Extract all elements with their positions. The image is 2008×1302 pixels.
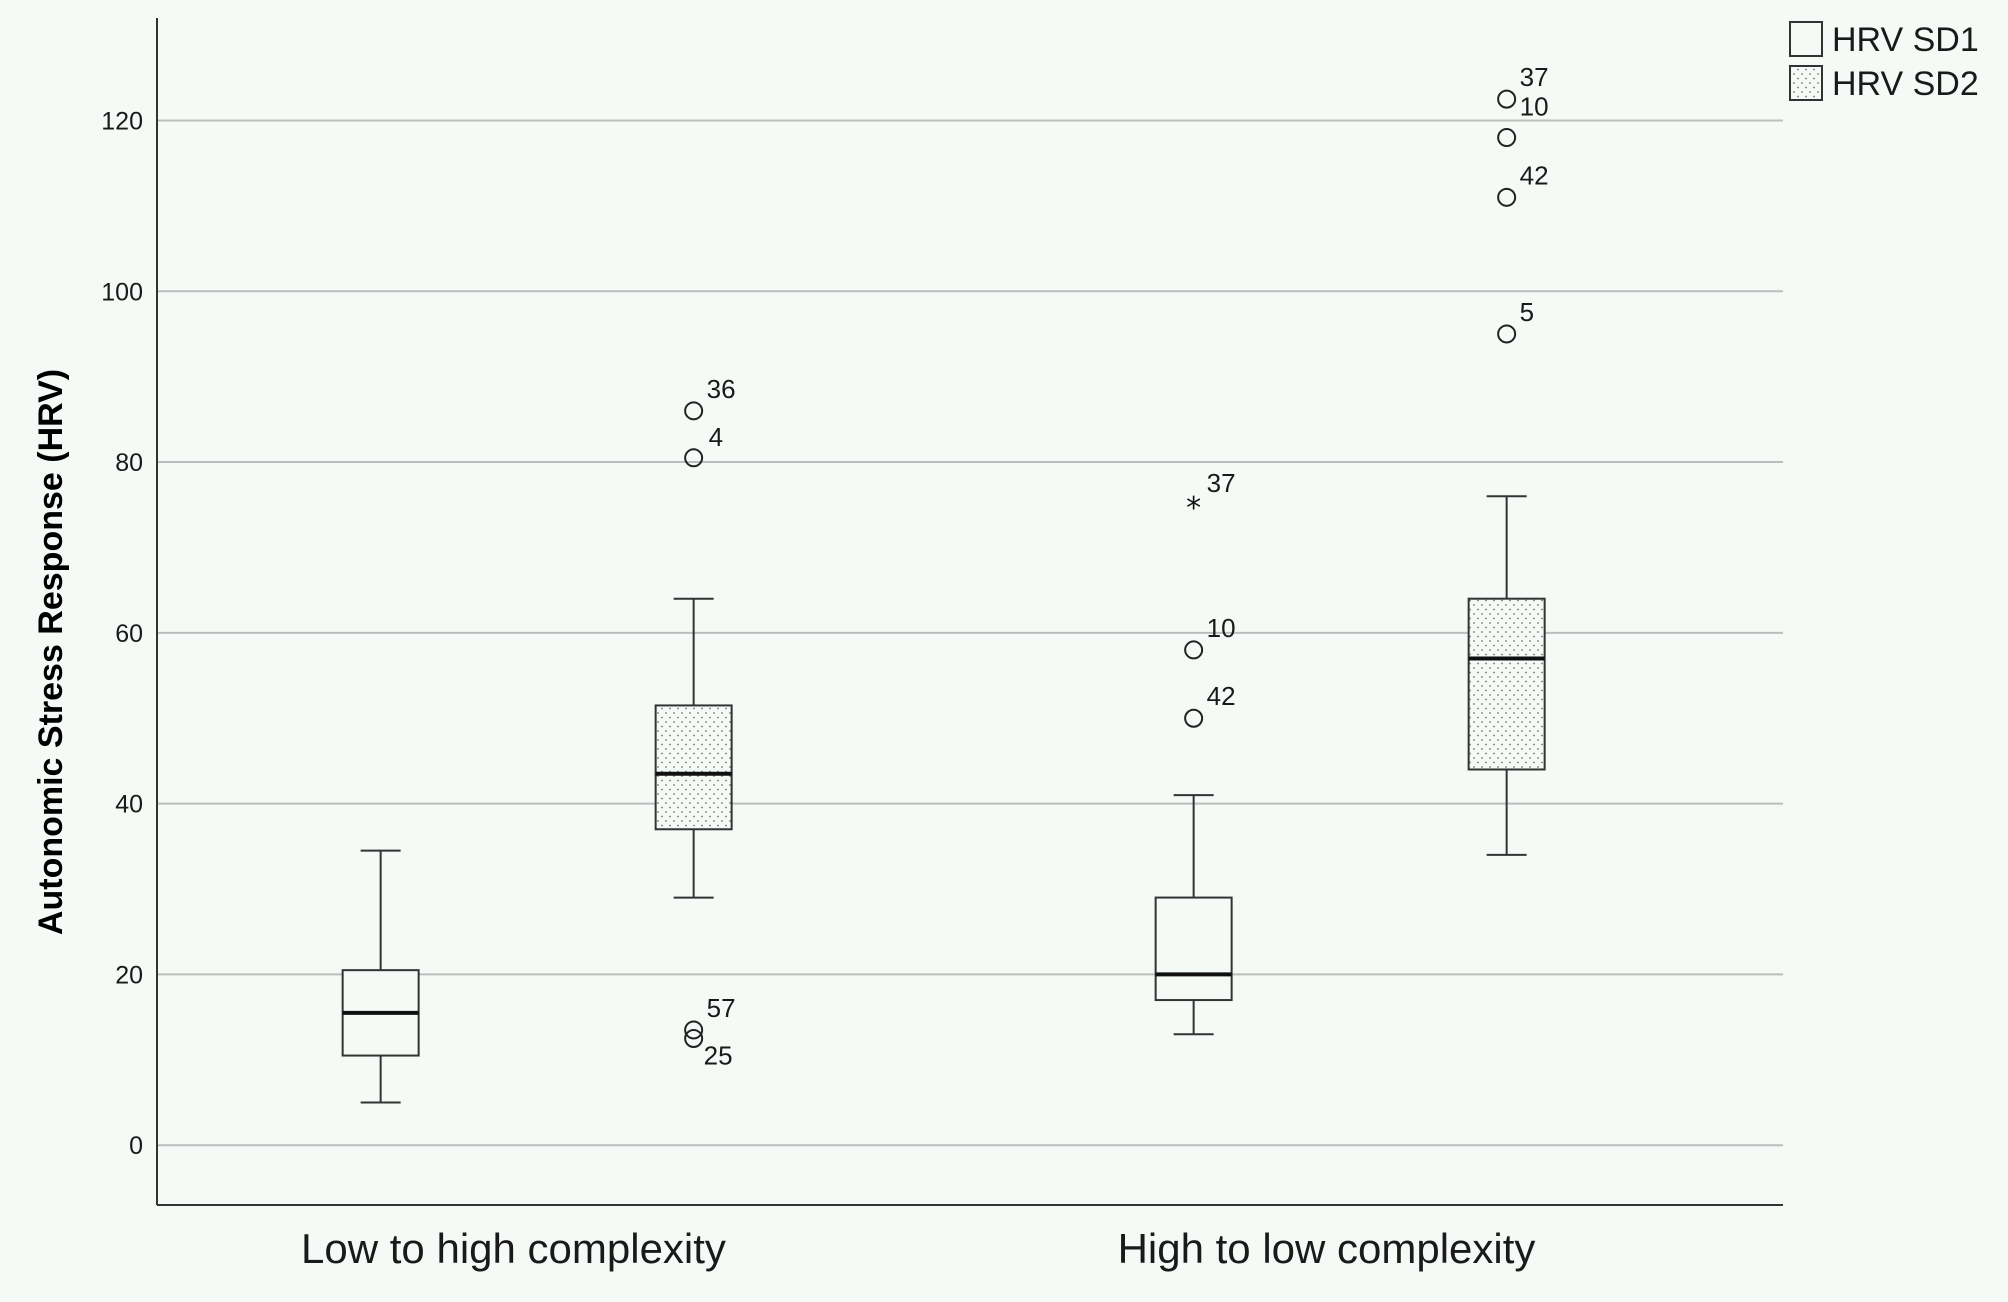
y-tick-label: 100 [101,278,143,306]
outlier-circle [684,401,704,421]
box-iqr [654,704,733,831]
outlier-label: 25 [704,1040,733,1070]
outlier-label: 42 [1207,681,1236,711]
y-tick-label: 20 [115,961,143,989]
y-axis-title: Autonomic Stress Response (HRV) [32,369,70,935]
box-iqr [1467,597,1546,771]
outlier-circle [684,1020,704,1040]
box-iqr [1154,896,1233,1002]
outlier-label: 57 [707,993,736,1023]
gridlines [157,119,1783,1147]
legend-swatch [1789,21,1823,57]
legend-label: HRV SD1 [1832,21,1979,59]
outlier-circle [1497,187,1517,207]
outlier-label: 37 [1520,62,1549,92]
outlier-circle [1184,708,1204,728]
outlier-circle [1184,640,1204,660]
y-tick-label: 60 [115,620,143,648]
outlier-circle [1497,128,1517,148]
outlier-extreme-star: * [1186,491,1201,526]
outlier-label: 42 [1520,160,1549,190]
legend-swatch [1789,65,1823,101]
outlier-circle [684,448,704,468]
y-tick-label: 120 [101,107,143,135]
outlier-label: 36 [707,374,736,404]
outlier-label: 10 [1207,613,1236,643]
legend: HRV SD1 HRV SD2 [1789,21,1979,103]
y-tick-label: 0 [129,1132,143,1160]
outlier-label: 37 [1207,468,1236,498]
axes: 0 20 40 60 80 100 120 Low to high complexity Hig… [101,18,1783,1272]
boxes [341,495,1546,1104]
outlier-label: 4 [709,422,723,452]
outlier-circle [1497,324,1517,344]
y-tick-label: 80 [115,449,143,477]
x-category-label: Low to high complexity [301,1225,726,1272]
y-tick-label: 40 [115,791,143,819]
outlier-circle [1497,89,1517,109]
legend-label: HRV SD2 [1832,65,1979,103]
outlier-label: 10 [1520,92,1549,122]
outlier-label: 5 [1520,297,1534,327]
outlier-circle [684,1028,704,1048]
x-category-label: High to low complexity [1118,1225,1536,1272]
